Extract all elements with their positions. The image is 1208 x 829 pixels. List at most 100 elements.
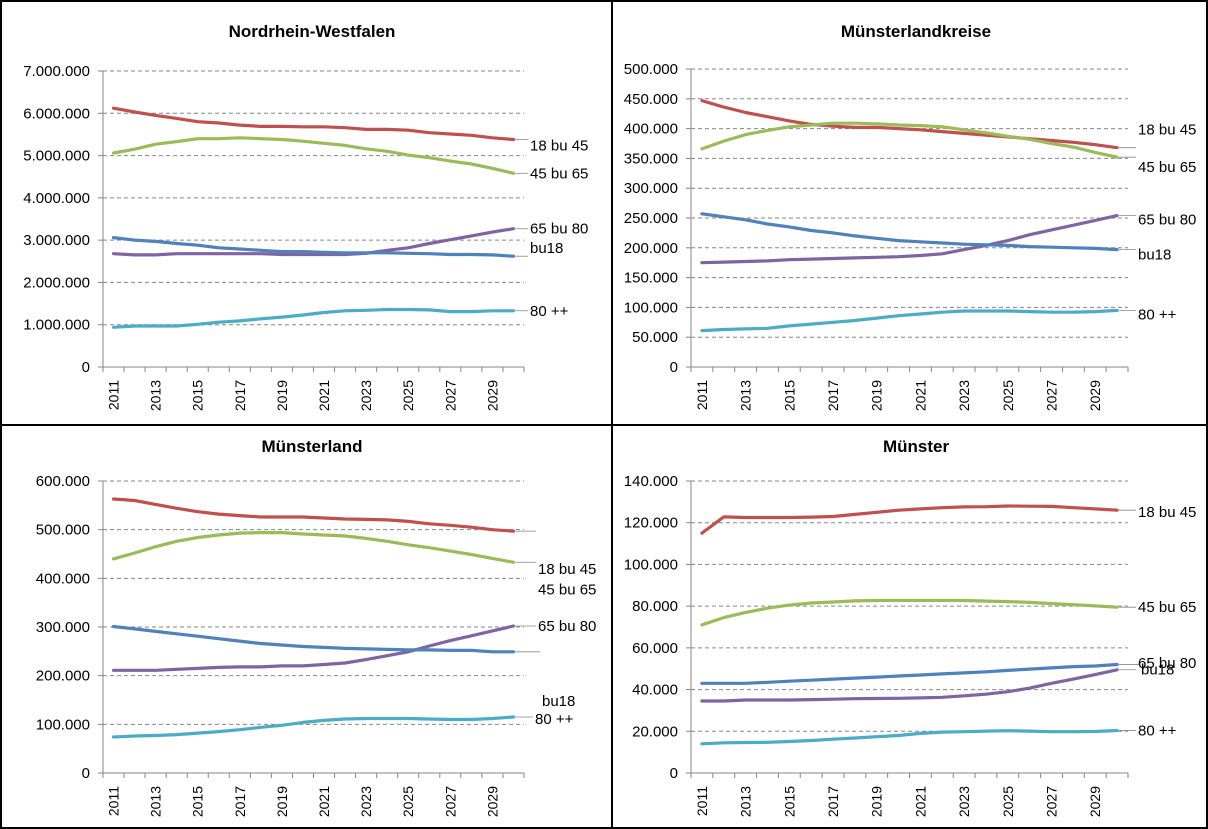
y-tick-label: 300.000 [624, 180, 678, 197]
series-line-65-bu-80 [700, 214, 1119, 265]
y-tick-label: 20.000 [632, 723, 678, 740]
chart-title: Münsterland [261, 437, 362, 456]
series-label: bu18 [1138, 247, 1171, 264]
chart-title: Münsterlandkreise [841, 22, 991, 41]
x-tick-label: 2017 [825, 380, 841, 411]
x-tick-label: 2011 [694, 786, 710, 816]
x-tick-label: 2019 [274, 786, 290, 817]
series-line-65-bu-80 [111, 227, 516, 257]
x-tick-label: 2025 [1000, 380, 1016, 411]
series-line-bu18 [700, 212, 1119, 252]
y-tick-label: 600.000 [36, 473, 90, 490]
series-label: 80 ++ [535, 711, 574, 728]
series-line-18-bu-45 [111, 106, 516, 142]
x-tick-label: 2029 [1087, 380, 1103, 411]
series-label: 80 ++ [1138, 722, 1177, 739]
y-tick-label: 1.000.000 [23, 317, 90, 334]
series-line-80- [700, 308, 1119, 333]
y-tick-label: 120.000 [624, 515, 678, 532]
y-tick-label: 80.000 [632, 598, 678, 615]
series-line-80- [111, 715, 516, 739]
y-tick-label: 7.000.000 [23, 63, 90, 80]
x-tick-label: 2013 [738, 380, 754, 411]
x-tick-label: 2023 [956, 786, 972, 817]
x-tick-label: 2027 [442, 380, 458, 411]
series-label: 80 ++ [530, 303, 569, 320]
x-tick-label: 2029 [484, 380, 500, 411]
y-tick-label: 0 [670, 359, 678, 376]
x-tick-label: 2015 [190, 380, 206, 411]
x-tick-label: 2015 [190, 786, 206, 817]
x-tick-label: 2015 [781, 786, 797, 817]
x-tick-label: 2019 [274, 380, 290, 411]
series-label: 18 bu 45 [530, 138, 588, 155]
x-tick-label: 2029 [484, 786, 500, 817]
series-line-18-bu-45 [111, 497, 516, 533]
x-tick-label: 2021 [912, 380, 928, 411]
y-tick-label: 450.000 [624, 91, 678, 108]
x-tick-label: 2013 [738, 786, 754, 817]
chart-panel-3: Münsterland 0 100.000 200.000 300.000 400.000… [36, 437, 597, 817]
series-line-45-bu-65 [111, 136, 516, 175]
series-label: bu18 [542, 693, 575, 710]
x-tick-label: 2027 [1044, 380, 1060, 411]
y-tick-label: 100.000 [624, 556, 678, 573]
x-tick-label: 2029 [1087, 786, 1103, 817]
series-line-45-bu-65 [700, 121, 1119, 159]
y-tick-label: 150.000 [624, 270, 678, 287]
y-tick-label: 3.000.000 [23, 232, 90, 249]
series-line-bu18 [700, 662, 1119, 685]
y-tick-label: 350.000 [624, 150, 678, 167]
y-tick-label: 500.000 [36, 522, 90, 539]
series-line-18-bu-45 [700, 98, 1119, 150]
series-label: 65 bu 80 [530, 221, 588, 238]
chart-panel-1: Nordrhein-Westfalen 0 1.000.000 2.000.000 3.… [23, 22, 588, 411]
x-tick-label: 2011 [106, 380, 122, 410]
series-label: 45 bu 65 [1138, 599, 1196, 616]
x-tick-label: 2011 [694, 380, 710, 410]
series-label: 45 bu 65 [1138, 159, 1196, 176]
y-tick-label: 2.000.000 [23, 274, 90, 291]
x-tick-label: 2023 [358, 380, 374, 411]
chart-title: Münster [883, 437, 950, 456]
y-tick-label: 400.000 [36, 570, 90, 587]
y-tick-label: 5.000.000 [23, 148, 90, 165]
x-tick-label: 2017 [232, 380, 248, 411]
y-tick-label: 140.000 [624, 473, 678, 490]
x-tick-label: 2013 [148, 380, 164, 411]
x-tick-label: 2021 [912, 786, 928, 817]
series-label: bu18 [1141, 662, 1174, 679]
y-tick-label: 250.000 [624, 210, 678, 227]
x-tick-label: 2017 [825, 786, 841, 817]
series-label: 65 bu 80 [538, 618, 596, 635]
series-label: 18 bu 45 [538, 561, 596, 578]
series-label: 65 bu 80 [1138, 212, 1196, 229]
y-tick-label: 300.000 [36, 619, 90, 636]
series-line-bu18 [111, 236, 516, 258]
series-label: 18 bu 45 [1138, 122, 1196, 139]
x-tick-label: 2027 [1044, 786, 1060, 817]
series-line-65-bu-80 [700, 668, 1119, 703]
x-tick-label: 2023 [358, 786, 374, 817]
series-line-80- [700, 728, 1119, 746]
series-line-bu18 [111, 624, 516, 654]
x-tick-label: 2011 [106, 786, 122, 816]
x-tick-label: 2013 [148, 786, 164, 817]
y-tick-label: 100.000 [36, 716, 90, 733]
x-tick-label: 2021 [316, 786, 332, 817]
x-tick-label: 2019 [869, 380, 885, 411]
series-label: 45 bu 65 [530, 165, 588, 182]
y-tick-label: 100.000 [624, 299, 678, 316]
series-line-45-bu-65 [111, 530, 516, 564]
y-tick-label: 6.000.000 [23, 105, 90, 122]
x-tick-label: 2023 [956, 380, 972, 411]
series-line-65-bu-80 [111, 624, 516, 672]
series-label: 80 ++ [1138, 306, 1177, 323]
x-tick-label: 2027 [442, 786, 458, 817]
y-tick-label: 0 [82, 765, 90, 782]
y-tick-label: 0 [82, 359, 90, 376]
series-label: 18 bu 45 [1138, 504, 1196, 521]
